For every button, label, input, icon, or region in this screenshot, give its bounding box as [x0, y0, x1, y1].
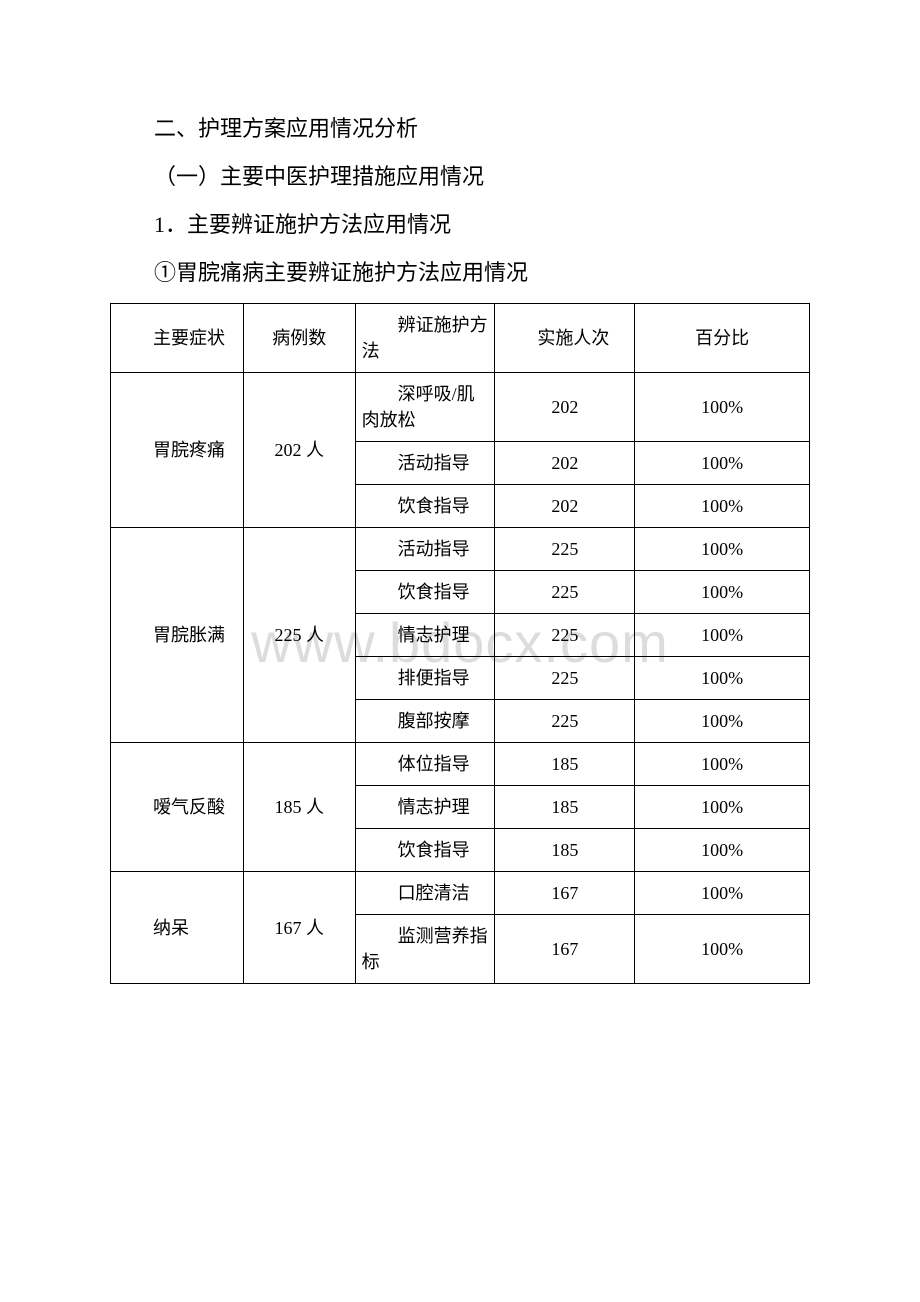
table-row: 嗳气反酸185 人体位指导185100%	[111, 743, 810, 786]
cases-cell: 225 人	[243, 528, 355, 743]
count-cell: 225	[495, 528, 635, 571]
count-cell: 225	[495, 571, 635, 614]
symptom-cell: 胃脘胀满	[111, 528, 244, 743]
table-caption: ①胃脘痛病主要辨证施护方法应用情况	[110, 249, 810, 297]
pct-cell: 100%	[635, 743, 810, 786]
method-cell: 排便指导	[355, 657, 495, 700]
symptom-cell: 嗳气反酸	[111, 743, 244, 872]
count-cell: 202	[495, 442, 635, 485]
cases-cell: 202 人	[243, 373, 355, 528]
method-cell: 监测营养指标	[355, 915, 495, 984]
count-cell: 225	[495, 700, 635, 743]
col-count: 实施人次	[495, 304, 635, 373]
pct-cell: 100%	[635, 571, 810, 614]
count-cell: 185	[495, 829, 635, 872]
pct-cell: 100%	[635, 829, 810, 872]
count-cell: 225	[495, 614, 635, 657]
method-cell: 活动指导	[355, 442, 495, 485]
subsection-heading-1: （一）主要中医护理措施应用情况	[110, 153, 810, 201]
pct-cell: 100%	[635, 700, 810, 743]
pct-cell: 100%	[635, 373, 810, 442]
table-row: 胃脘胀满225 人活动指导225100%	[111, 528, 810, 571]
count-cell: 202	[495, 373, 635, 442]
table-header-row: 主要症状病例数辨证施护方法实施人次百分比	[111, 304, 810, 373]
count-cell: 167	[495, 872, 635, 915]
method-cell: 腹部按摩	[355, 700, 495, 743]
cases-cell: 167 人	[243, 872, 355, 984]
method-cell: 饮食指导	[355, 571, 495, 614]
method-cell: 情志护理	[355, 614, 495, 657]
pct-cell: 100%	[635, 657, 810, 700]
col-method: 辨证施护方法	[355, 304, 495, 373]
col-cases: 病例数	[243, 304, 355, 373]
pct-cell: 100%	[635, 528, 810, 571]
method-cell: 体位指导	[355, 743, 495, 786]
pct-cell: 100%	[635, 485, 810, 528]
symptom-cell: 纳呆	[111, 872, 244, 984]
nursing-methods-table: 主要症状病例数辨证施护方法实施人次百分比胃脘疼痛202 人深呼吸/肌肉放松202…	[110, 303, 810, 984]
method-cell: 饮食指导	[355, 485, 495, 528]
col-pct: 百分比	[635, 304, 810, 373]
method-cell: 活动指导	[355, 528, 495, 571]
pct-cell: 100%	[635, 442, 810, 485]
count-cell: 185	[495, 743, 635, 786]
table-row: 胃脘疼痛202 人深呼吸/肌肉放松202100%	[111, 373, 810, 442]
symptom-cell: 胃脘疼痛	[111, 373, 244, 528]
count-cell: 225	[495, 657, 635, 700]
cases-cell: 185 人	[243, 743, 355, 872]
method-cell: 深呼吸/肌肉放松	[355, 373, 495, 442]
method-cell: 情志护理	[355, 786, 495, 829]
pct-cell: 100%	[635, 915, 810, 984]
section-heading-2: 二、护理方案应用情况分析	[110, 105, 810, 153]
pct-cell: 100%	[635, 872, 810, 915]
pct-cell: 100%	[635, 614, 810, 657]
col-symptom: 主要症状	[111, 304, 244, 373]
method-cell: 饮食指导	[355, 829, 495, 872]
method-cell: 口腔清洁	[355, 872, 495, 915]
table-row: 纳呆167 人口腔清洁167100%	[111, 872, 810, 915]
item-heading-1: 1．主要辨证施护方法应用情况	[110, 201, 810, 249]
count-cell: 185	[495, 786, 635, 829]
pct-cell: 100%	[635, 786, 810, 829]
count-cell: 167	[495, 915, 635, 984]
count-cell: 202	[495, 485, 635, 528]
